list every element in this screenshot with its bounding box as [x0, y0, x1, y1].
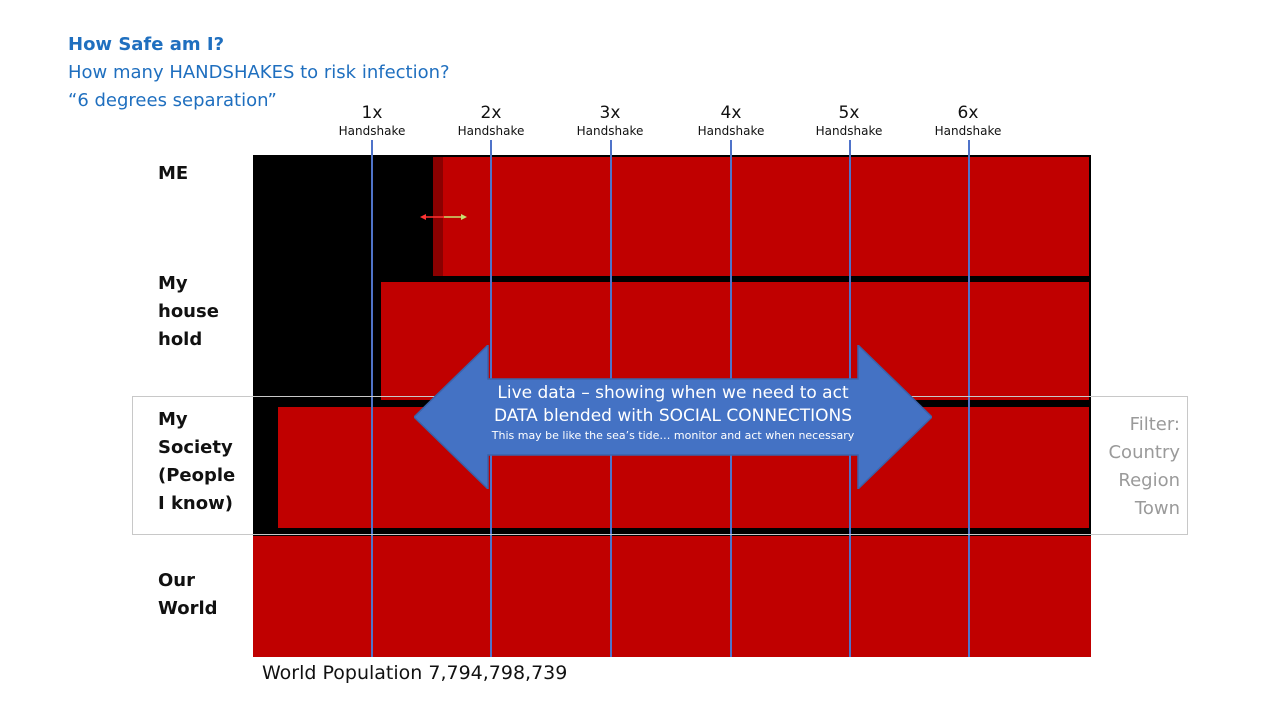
column-caption: Handshake: [457, 124, 525, 138]
column-label-4: 4x Handshake: [676, 103, 786, 139]
column-label-6: 6x Handshake: [913, 103, 1023, 139]
row-label-world: Our World: [158, 567, 218, 623]
column-caption: Handshake: [576, 124, 644, 138]
arrow-line-3: This may be like the sea’s tide… monitor…: [491, 429, 855, 442]
page-subtitle: How many HANDSHAKES to risk infection?: [68, 62, 450, 83]
row-label-line: My: [158, 409, 188, 430]
arrow-line-1: Live data – showing when we need to act: [497, 383, 849, 403]
row-label-line: hold: [158, 329, 203, 350]
column-caption: Handshake: [697, 124, 765, 138]
arrow-message: Live data – showing when we need to act …: [414, 382, 932, 444]
column-label-5: 5x Handshake: [794, 103, 904, 139]
column-number: 6x: [957, 103, 979, 123]
filter-option-town: Town: [1134, 498, 1180, 519]
live-data-arrow-icon: [414, 345, 932, 489]
row-label-line: I know): [158, 493, 233, 514]
column-caption: Handshake: [934, 124, 1002, 138]
column-caption: Handshake: [338, 124, 406, 138]
filter-option-country: Country: [1108, 442, 1180, 463]
page-tagline: “6 degrees separation”: [68, 90, 277, 111]
row-label-line: house: [158, 301, 219, 322]
column-number: 3x: [599, 103, 621, 123]
column-caption: Handshake: [815, 124, 883, 138]
filter-list: Filter: Country Region Town: [1090, 411, 1180, 523]
world-exposure-block: [253, 536, 1091, 657]
column-label-3: 3x Handshake: [555, 103, 665, 139]
row-label-line: Our: [158, 570, 195, 591]
column-number: 4x: [720, 103, 742, 123]
double-arrow-icon: [420, 214, 467, 220]
row-label-line: (People: [158, 465, 236, 486]
column-label-2: 2x Handshake: [436, 103, 546, 139]
row-label-line: My: [158, 273, 188, 294]
column-number: 5x: [838, 103, 860, 123]
row-label-line: Society: [158, 437, 233, 458]
page-title: How Safe am I?: [68, 34, 225, 55]
filter-heading: Filter:: [1129, 414, 1180, 435]
row-label-me: ME: [158, 160, 188, 188]
column-label-1: 1x Handshake: [317, 103, 427, 139]
row-label-line: World: [158, 598, 218, 619]
row-label-line: ME: [158, 163, 189, 184]
me-exposure-block: [443, 157, 1089, 276]
handshake-line-6: [968, 140, 970, 657]
column-number: 2x: [480, 103, 502, 123]
arrow-line-2: DATA blended with SOCIAL CONNECTIONS: [493, 406, 852, 426]
row-label-household: My house hold: [158, 270, 219, 354]
column-number: 1x: [361, 103, 383, 123]
row-label-society: My Society (People I know): [158, 406, 235, 518]
handshake-line-1: [371, 140, 373, 657]
world-population: World Population 7,794,798,739: [262, 662, 568, 684]
filter-option-region: Region: [1118, 470, 1180, 491]
